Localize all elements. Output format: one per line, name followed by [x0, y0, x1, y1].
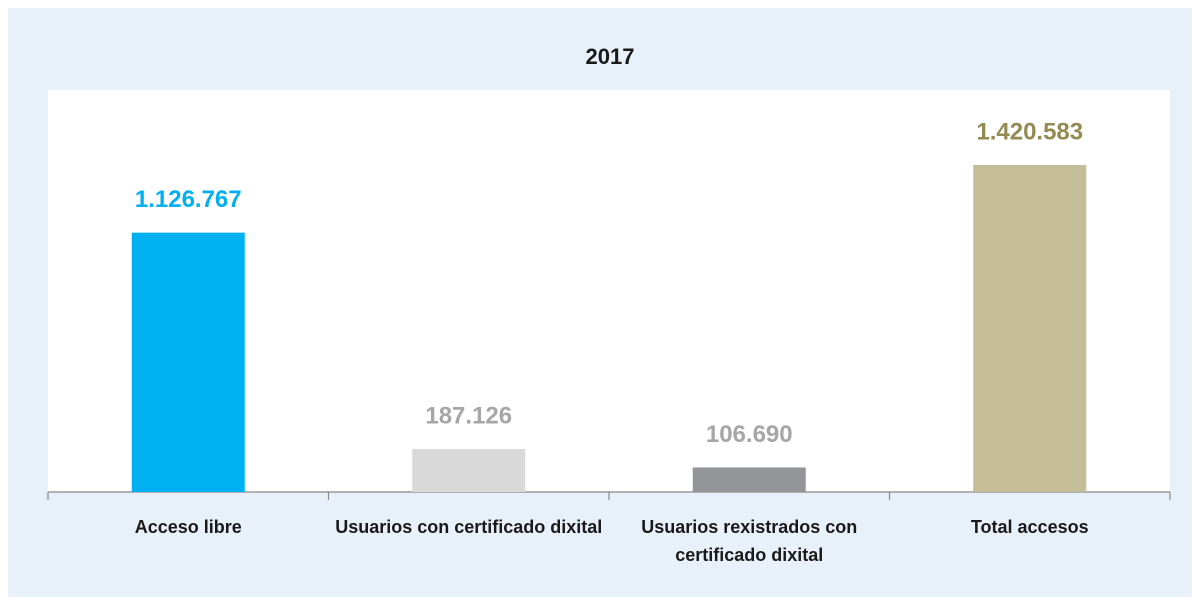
category-label: Usuarios rexistrados con certificado dix…: [641, 517, 858, 565]
chart-title: 2017: [586, 44, 635, 69]
bar: [412, 448, 526, 492]
value-label: 187.126: [425, 402, 512, 429]
category-label: Acceso libre: [134, 517, 242, 537]
category-label: Total accesos: [970, 517, 1089, 537]
bar: [131, 232, 245, 492]
value-label: 1.420.583: [976, 118, 1083, 145]
bar: [692, 467, 806, 492]
bar: [973, 165, 1087, 492]
value-label: 106.690: [706, 421, 793, 448]
value-label: 1.126.767: [135, 186, 242, 213]
category-label: Usuarios con certificado dixital: [335, 517, 603, 537]
